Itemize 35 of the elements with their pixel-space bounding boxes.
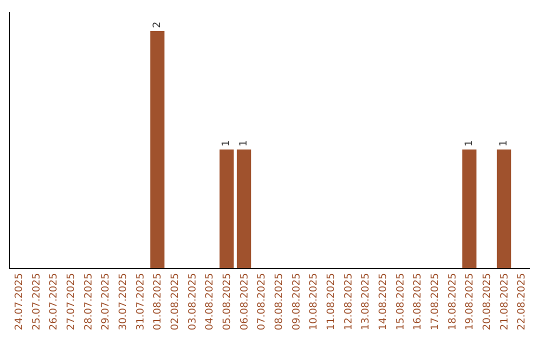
x-tick-label: 03.08.2025: [187, 273, 198, 330]
x-tick-label: 22.08.2025: [516, 273, 528, 330]
x-tick-label: 10.08.2025: [308, 273, 320, 330]
data-label: 1: [238, 140, 250, 146]
data-label: 2: [152, 22, 163, 28]
x-tick-label: 15.08.2025: [395, 273, 406, 330]
x-tick-label: 16.08.2025: [412, 273, 424, 330]
x-tick-label: 27.07.2025: [66, 273, 77, 330]
x-tick-label: 01.08.2025: [152, 273, 164, 330]
x-tick-label: 07.08.2025: [256, 273, 268, 330]
x-tick-label: 06.08.2025: [239, 273, 250, 330]
x-tick-label: 24.07.2025: [14, 273, 25, 330]
x-tick-label: 11.08.2025: [326, 273, 337, 330]
x-tick-label: 02.08.2025: [170, 273, 181, 330]
x-tick-label: 26.07.2025: [48, 273, 60, 330]
data-label: 1: [464, 140, 475, 146]
x-tick-label: 12.08.2025: [343, 273, 354, 330]
x-tick-label: 29.07.2025: [100, 273, 112, 330]
x-tick-label: 28.07.2025: [83, 273, 94, 330]
x-tick-label: 05.08.2025: [222, 273, 233, 330]
data-label: 1: [498, 140, 510, 146]
x-tick-label: 25.07.2025: [31, 273, 42, 330]
x-tick-label: 31.07.2025: [135, 273, 146, 330]
x-tick-label: 30.07.2025: [118, 273, 129, 330]
x-tick-label: 13.08.2025: [360, 273, 372, 330]
x-tick-label: 19.08.2025: [464, 273, 476, 330]
x-tick-label: 09.08.2025: [291, 273, 302, 330]
x-tick-label: 04.08.2025: [204, 273, 216, 330]
x-tick-label: 17.08.2025: [430, 273, 441, 330]
data-label: 1: [221, 140, 232, 146]
x-tick-label: 14.08.2025: [378, 273, 389, 330]
x-tick-label: 20.08.2025: [482, 273, 493, 330]
x-tick-label: 21.08.2025: [499, 273, 510, 330]
x-tick-label: 08.08.2025: [274, 273, 285, 330]
x-tick-label: 18.08.2025: [447, 273, 458, 330]
